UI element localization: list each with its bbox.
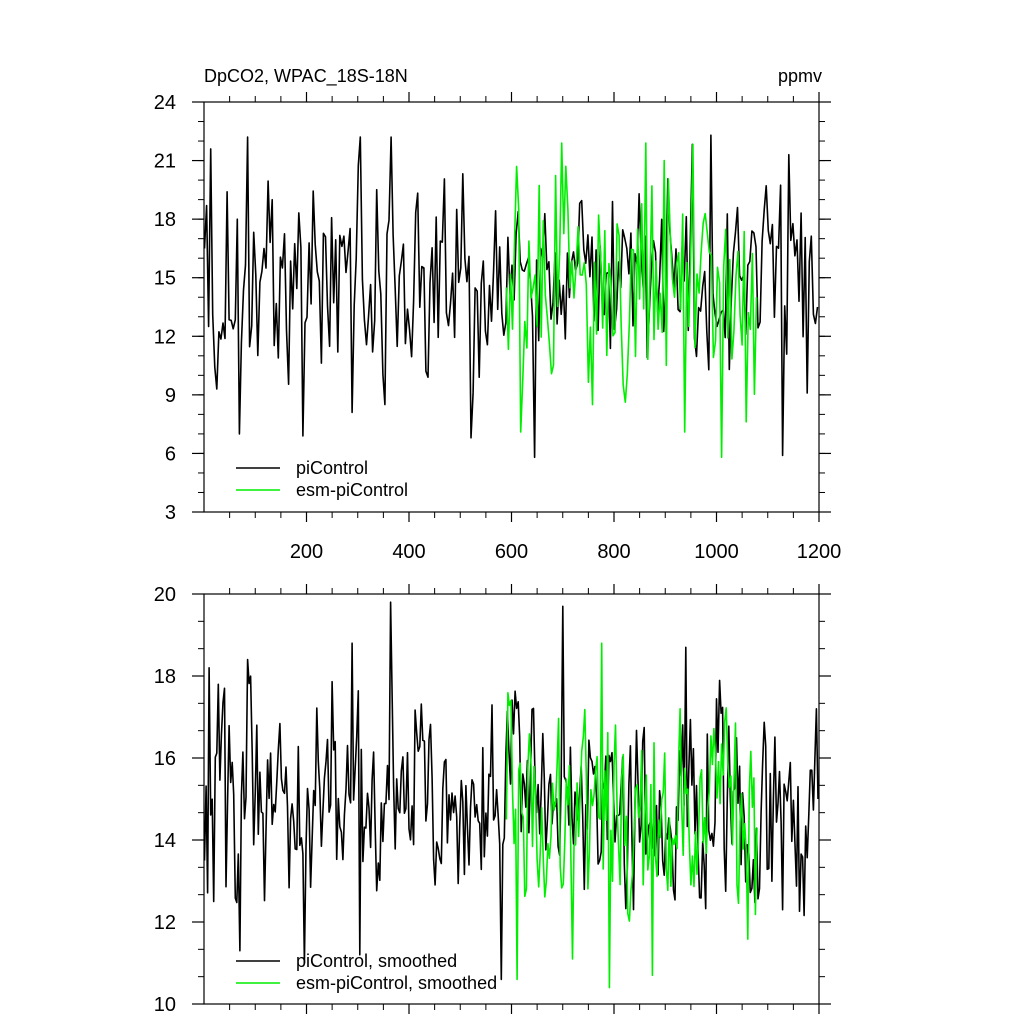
y-tick-label: 15: [154, 268, 176, 290]
y-tick-label: 18: [154, 666, 176, 688]
y-tick-label: 12: [154, 326, 176, 348]
y-tick-label: 9: [165, 385, 176, 407]
figure-title: DpCO2, WPAC_18S-18N: [204, 66, 408, 87]
y-tick-label: 3: [165, 502, 176, 524]
series-line-esm-picontrol-smoothed: [505, 642, 758, 989]
bottom-panel: 10 12 14 16 18 20 piControl, smoothedesm-piCon…: [154, 584, 831, 1016]
x-tick-label: 1200: [797, 541, 842, 563]
x-tick-label: 800: [597, 541, 630, 563]
legend-label: esm-piControl: [296, 480, 408, 500]
x-tick-label: 400: [392, 541, 425, 563]
series-line-esm-picontrol: [505, 142, 758, 459]
x-tick-label: 200: [290, 541, 323, 563]
y-tick-label: 6: [165, 443, 176, 465]
y-tick-label: 10: [154, 994, 176, 1016]
y-tick-label: 18: [154, 209, 176, 231]
series-line-picontrol-smoothed: [203, 601, 819, 981]
y-tick-label: 12: [154, 912, 176, 934]
y-tick-label: 24: [154, 92, 176, 114]
y-tick-label: 21: [154, 151, 176, 173]
y-tick-label: 20: [154, 584, 176, 606]
y-tick-label: 14: [154, 830, 176, 852]
legend-label: esm-piControl, smoothed: [296, 973, 497, 993]
legend-label: piControl: [296, 458, 368, 478]
top-panel: 200 400 600 800 1000 1200 3 6 9 12 15 18 21 24 piContr…: [154, 92, 842, 563]
y-tick-label: 16: [154, 748, 176, 770]
legend-label: piControl, smoothed: [296, 951, 457, 971]
units-label: ppmv: [778, 66, 822, 86]
x-tick-label: 1000: [694, 541, 739, 563]
x-tick-label: 600: [495, 541, 528, 563]
